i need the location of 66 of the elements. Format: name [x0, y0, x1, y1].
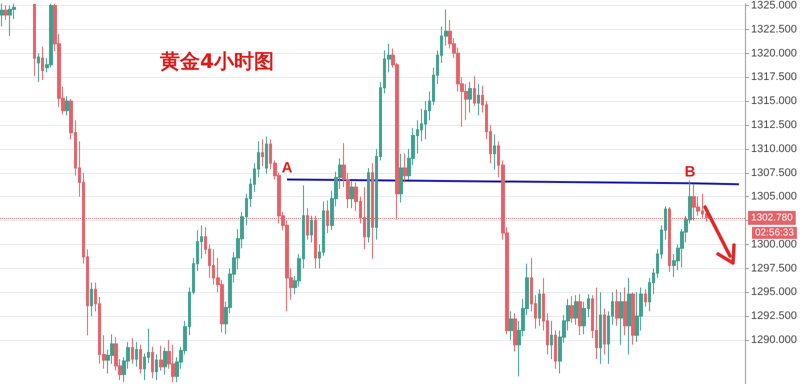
y-tick-label: 1300.000	[751, 238, 797, 250]
candlestick	[615, 288, 619, 326]
y-tick-label: 1317.500	[751, 71, 797, 84]
y-tick-label: 1315.000	[751, 95, 797, 108]
candlestick	[513, 312, 517, 352]
y-tick-label: 1292.500	[751, 310, 797, 322]
candlestick	[578, 294, 582, 336]
data-label: A	[282, 159, 293, 176]
candlestick	[599, 292, 602, 364]
candlestick	[473, 76, 476, 106]
y-tick-label: 1325.000	[751, 0, 797, 12]
y-tick-label: 1295.000	[751, 286, 797, 298]
candlestick	[163, 347, 167, 375]
candlestick	[631, 292, 635, 346]
ref-line-label: 1302.780	[751, 212, 794, 224]
candlestick	[151, 346, 154, 379]
candlestick	[0, 3, 4, 28]
y-tick-label: 1307.500	[751, 166, 797, 179]
candlestick	[131, 338, 134, 364]
candlestick	[477, 83, 480, 116]
candlestick	[8, 5, 12, 37]
candlestick	[367, 167, 370, 244]
y-tick-label: 1290.000	[751, 334, 797, 346]
candlestick	[33, 3, 36, 77]
candlestick	[509, 310, 513, 341]
candlestick	[49, 3, 53, 68]
candlestick	[171, 344, 175, 383]
candlestick	[139, 344, 142, 374]
candlestick	[538, 288, 541, 326]
candlestick	[570, 296, 574, 324]
candlestick	[37, 52, 40, 82]
candlestick	[554, 330, 557, 370]
candlestick	[135, 341, 138, 368]
y-tick-label: 1297.500	[751, 262, 797, 274]
candlestick	[595, 286, 598, 360]
candlestick	[468, 81, 472, 114]
candlestick	[350, 180, 354, 209]
candlestick	[326, 200, 329, 234]
text: 02:56:33	[755, 227, 794, 238]
candlestick	[159, 345, 163, 372]
candlestick	[619, 292, 623, 346]
candlestick	[603, 308, 606, 355]
candlestick	[635, 292, 639, 342]
y-tick-label: 1305.000	[751, 190, 797, 203]
candlestick	[493, 134, 496, 170]
candlestick	[265, 136, 268, 174]
candlestick	[550, 320, 553, 360]
candlestick	[155, 354, 158, 381]
candlestick	[627, 277, 631, 355]
candlestick	[403, 153, 407, 183]
text: 黄金4小时图	[159, 49, 274, 73]
candlestick	[574, 294, 578, 326]
data-label: B	[684, 163, 696, 180]
y-tick-label: 1322.500	[751, 23, 797, 36]
y-tick-label: 1320.000	[751, 47, 797, 60]
candlestick	[399, 153, 403, 203]
candlestick	[90, 282, 93, 317]
candlestick	[261, 138, 264, 167]
candlestick	[4, 5, 8, 20]
candlestick	[623, 286, 627, 336]
y-tick-label: 1312.500	[751, 118, 797, 131]
candlestick	[65, 96, 69, 116]
y-tick-label: 1310.000	[751, 142, 797, 155]
candlestick	[41, 46, 44, 81]
candlestick	[310, 215, 313, 244]
candlestick	[644, 288, 647, 308]
